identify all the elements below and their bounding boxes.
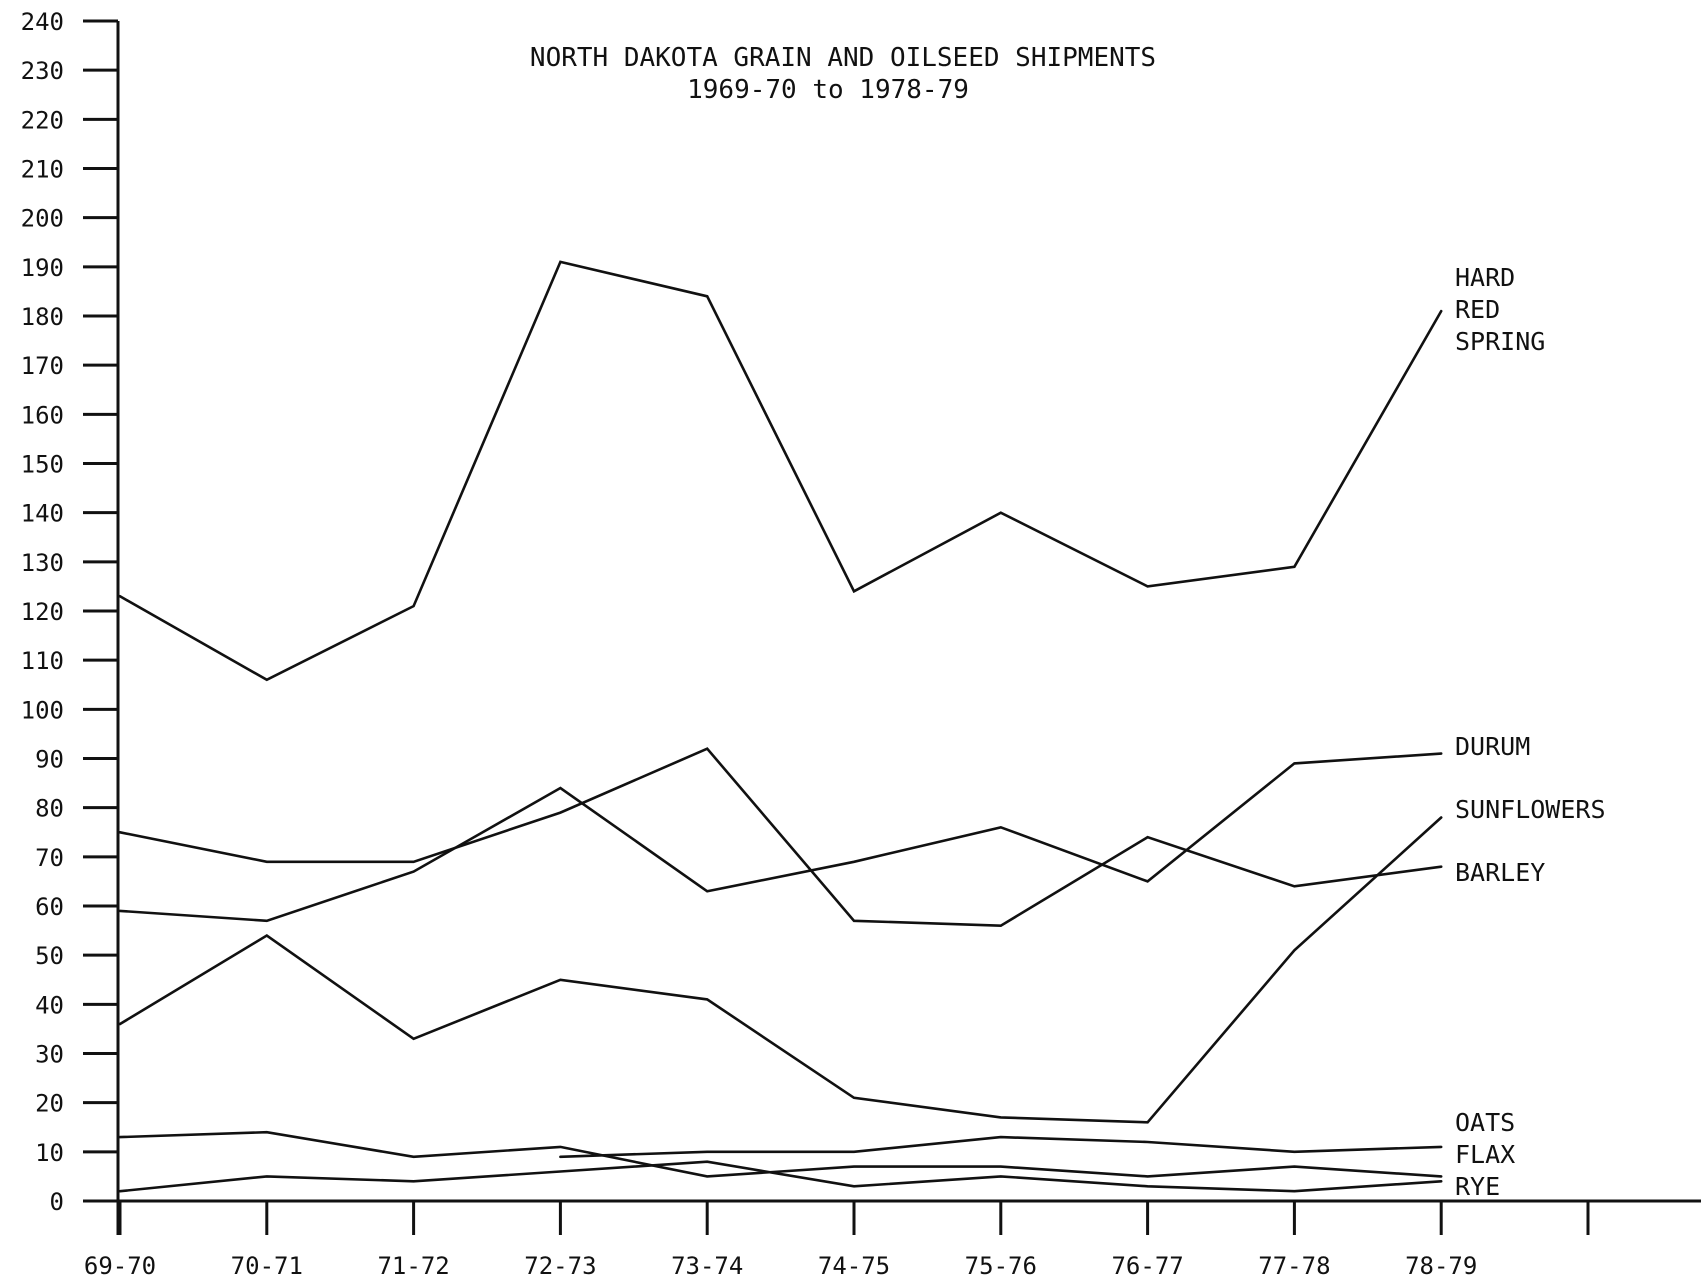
series-label-durum: DURUM xyxy=(1455,732,1530,761)
series-line-flax xyxy=(559,1135,1443,1159)
y-tick-label: 160 xyxy=(21,401,64,429)
y-tick-label: 90 xyxy=(35,746,64,774)
series-label-hard-red-spring: SPRING xyxy=(1455,327,1545,356)
x-tick-label: 71-72 xyxy=(377,1252,449,1280)
series-line-rye xyxy=(118,1160,1443,1193)
y-tick-label: 30 xyxy=(35,1041,64,1069)
chart-subtitle: 1969-70 to 1978-79 xyxy=(687,75,969,105)
series-labels: HARD RED SPRING DURUM SUNFLOWERS BARLEY OATS FL… xyxy=(1455,263,1606,1201)
series-lines xyxy=(118,260,1443,1193)
x-tick-label: 72-73 xyxy=(524,1252,596,1280)
series-line-oats xyxy=(118,1130,1443,1178)
x-tick-label: 74-75 xyxy=(818,1252,890,1280)
axes xyxy=(116,21,1701,1235)
series-label-hard-red-spring: HARD xyxy=(1455,263,1515,292)
y-tick-label: 230 xyxy=(21,57,64,85)
x-tick-label: 73-74 xyxy=(671,1252,743,1280)
series-line-hard-red-spring xyxy=(118,260,1443,682)
series-label-sunflowers: SUNFLOWERS xyxy=(1455,795,1606,824)
series-line-durum xyxy=(118,752,1443,923)
series-label-flax: FLAX xyxy=(1455,1140,1515,1169)
y-tick-label: 210 xyxy=(21,156,64,184)
x-tick-label: 76-77 xyxy=(1111,1252,1183,1280)
x-tick-label: 78-79 xyxy=(1405,1252,1477,1280)
y-tick-label: 130 xyxy=(21,549,64,577)
y-tick-label: 100 xyxy=(21,696,64,724)
y-tick-label: 10 xyxy=(35,1139,64,1167)
x-tick-label: 75-76 xyxy=(965,1252,1037,1280)
y-tick-label: 80 xyxy=(35,795,64,823)
y-tick-label: 200 xyxy=(21,205,64,233)
y-tick-label: 0 xyxy=(50,1188,64,1216)
y-tick-label: 50 xyxy=(35,942,64,970)
x-tick-label: 70-71 xyxy=(231,1252,303,1280)
series-line-barley xyxy=(118,747,1443,928)
chart-title: NORTH DAKOTA GRAIN AND OILSEED SHIPMENTS xyxy=(530,43,1156,73)
y-tick-label: 240 xyxy=(21,8,64,36)
series-label-rye: RYE xyxy=(1455,1172,1500,1201)
x-ticks: 69-70 70-71 71-72 72-73 73-74 74-75 75-76 76-77… xyxy=(84,1201,1590,1280)
y-tick-label: 180 xyxy=(21,303,64,331)
series-label-oats: OATS xyxy=(1455,1108,1515,1137)
y-tick-label: 110 xyxy=(21,647,64,675)
y-tick-label: 60 xyxy=(35,893,64,921)
y-tick-label: 120 xyxy=(21,598,64,626)
series-label-hard-red-spring: RED xyxy=(1455,295,1500,324)
series-label-barley: BARLEY xyxy=(1455,858,1545,887)
y-tick-label: 170 xyxy=(21,352,64,380)
y-tick-label: 220 xyxy=(21,106,64,134)
x-tick-label: 77-78 xyxy=(1258,1252,1330,1280)
y-tick-label: 70 xyxy=(35,844,64,872)
y-tick-label: 190 xyxy=(21,254,64,282)
y-tick-label: 20 xyxy=(35,1090,64,1118)
y-tick-label: 40 xyxy=(35,991,64,1019)
y-ticks: 0 10 20 30 40 50 60 70 80 90 100 110 120 130 140 150 160… xyxy=(21,8,118,1216)
x-tick-label: 69-70 xyxy=(84,1252,156,1280)
y-tick-label: 140 xyxy=(21,500,64,528)
y-tick-label: 150 xyxy=(21,451,64,479)
chart-title-group: NORTH DAKOTA GRAIN AND OILSEED SHIPMENTS… xyxy=(530,43,1156,105)
series-line-sunflowers xyxy=(118,816,1443,1124)
